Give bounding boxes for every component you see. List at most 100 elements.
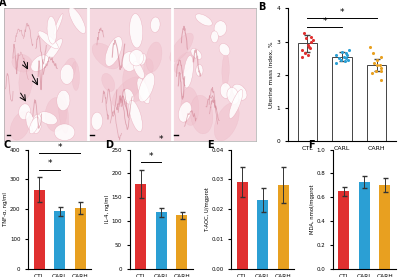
Point — [367, 44, 373, 49]
Point — [341, 59, 348, 64]
Point — [310, 38, 316, 42]
Ellipse shape — [190, 95, 213, 134]
Ellipse shape — [211, 31, 218, 43]
Ellipse shape — [144, 59, 153, 76]
Ellipse shape — [32, 114, 42, 134]
Text: B: B — [258, 2, 265, 12]
Point — [371, 61, 378, 65]
Bar — [278, 185, 289, 269]
Text: C: C — [4, 140, 11, 150]
Ellipse shape — [232, 84, 247, 100]
Bar — [34, 190, 45, 269]
Ellipse shape — [220, 83, 231, 98]
Text: F: F — [308, 140, 315, 150]
Ellipse shape — [229, 89, 243, 119]
Point — [370, 51, 376, 55]
Point — [343, 56, 350, 60]
Ellipse shape — [123, 62, 146, 101]
Ellipse shape — [133, 61, 144, 79]
Point — [341, 54, 347, 59]
Point — [308, 39, 314, 44]
Bar — [367, 65, 386, 141]
Point — [378, 66, 384, 70]
Point — [374, 58, 380, 62]
Point — [305, 53, 311, 57]
Ellipse shape — [123, 89, 134, 104]
Ellipse shape — [214, 21, 227, 36]
Point — [306, 44, 312, 49]
Ellipse shape — [62, 58, 76, 83]
Ellipse shape — [219, 43, 230, 56]
Text: *: * — [159, 135, 164, 144]
Ellipse shape — [54, 124, 75, 140]
Point — [298, 48, 305, 52]
Text: A: A — [0, 0, 6, 8]
Ellipse shape — [26, 112, 34, 131]
Y-axis label: IL-4, ng/ml: IL-4, ng/ml — [105, 195, 110, 223]
Ellipse shape — [92, 43, 119, 69]
Ellipse shape — [195, 14, 212, 26]
Text: E: E — [207, 140, 214, 150]
Y-axis label: T-AOC, U/mgprot: T-AOC, U/mgprot — [205, 187, 210, 231]
Y-axis label: MDA, nmol/mgprot: MDA, nmol/mgprot — [310, 184, 315, 234]
Point — [332, 53, 339, 57]
Point — [307, 46, 314, 50]
Ellipse shape — [181, 87, 199, 125]
Bar — [338, 191, 350, 269]
Bar — [379, 185, 390, 269]
Y-axis label: TNF-α, ng/ml: TNF-α, ng/ml — [4, 192, 8, 226]
Ellipse shape — [146, 42, 162, 72]
Ellipse shape — [130, 14, 143, 48]
Bar — [54, 211, 65, 269]
Bar — [74, 208, 86, 269]
Ellipse shape — [38, 112, 57, 125]
Bar — [176, 215, 187, 269]
Ellipse shape — [54, 14, 63, 35]
Point — [374, 63, 380, 67]
Ellipse shape — [72, 62, 80, 90]
Ellipse shape — [60, 64, 74, 84]
Ellipse shape — [178, 102, 192, 122]
Bar — [237, 182, 248, 269]
Point — [378, 78, 384, 82]
Point — [305, 43, 311, 47]
Text: *: * — [58, 143, 62, 152]
Ellipse shape — [19, 61, 33, 99]
Text: *: * — [149, 152, 153, 161]
Ellipse shape — [10, 112, 30, 140]
Ellipse shape — [19, 104, 30, 120]
Ellipse shape — [191, 48, 202, 59]
Ellipse shape — [150, 17, 160, 32]
Point — [369, 71, 375, 75]
Ellipse shape — [196, 64, 203, 76]
Ellipse shape — [91, 112, 103, 130]
Ellipse shape — [31, 55, 49, 71]
Ellipse shape — [102, 73, 115, 92]
Ellipse shape — [222, 54, 229, 87]
Point — [299, 54, 306, 59]
Ellipse shape — [214, 103, 239, 141]
Ellipse shape — [38, 31, 58, 49]
Bar — [156, 212, 167, 269]
Ellipse shape — [12, 54, 32, 72]
Ellipse shape — [184, 55, 193, 88]
Ellipse shape — [105, 37, 122, 66]
Point — [339, 49, 345, 54]
Point — [378, 54, 384, 59]
Point — [377, 63, 383, 67]
Bar — [332, 57, 352, 141]
Ellipse shape — [174, 52, 195, 74]
Bar — [298, 43, 317, 141]
Ellipse shape — [138, 73, 155, 102]
Point — [378, 69, 384, 74]
Ellipse shape — [58, 92, 68, 133]
Ellipse shape — [29, 117, 39, 134]
Bar — [135, 184, 146, 269]
Point — [300, 31, 307, 35]
Text: *: * — [340, 8, 344, 17]
Ellipse shape — [129, 50, 144, 66]
Point — [345, 58, 351, 62]
Ellipse shape — [69, 7, 86, 34]
Point — [303, 36, 309, 40]
Bar — [257, 200, 268, 269]
